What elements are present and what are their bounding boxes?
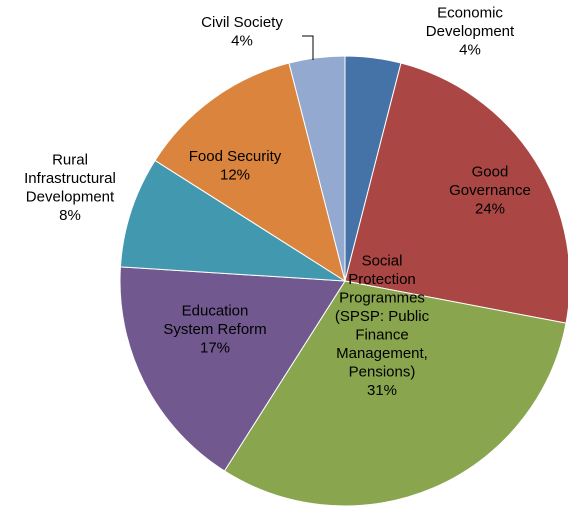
- slice-label-rural-infrastructural-development: Rural Infrastructural Development 8%: [24, 151, 116, 224]
- leader-lines: [302, 35, 314, 60]
- slice-label-good-governance: Good Governance 24%: [449, 164, 531, 218]
- slice-rural-infrastructural-development: [119, 159, 346, 282]
- slice-food-security: [154, 62, 346, 283]
- slice-labels: Economic Development 4% Good Governance 24% So…: [24, 5, 531, 399]
- slice-label-food-security: Food Security 12%: [189, 148, 282, 184]
- pie-slices: [119, 55, 568, 507]
- slice-good-governance: [344, 62, 568, 324]
- slice-civil-society: [288, 55, 346, 282]
- leader-line-civil-society: [302, 35, 314, 60]
- slice-label-civil-society: Civil Society 4%: [201, 14, 283, 50]
- slice-label-economic-development: Economic Development 4%: [426, 5, 515, 59]
- slice-label-education-system-reform: Education System Reform 17%: [163, 303, 266, 357]
- slice-label-social-protection-programmes-spsp-public-finance-management-pensions: Social Protection Programmes (SPSP: Public F…: [335, 252, 430, 399]
- slice-education-system-reform: [119, 266, 346, 472]
